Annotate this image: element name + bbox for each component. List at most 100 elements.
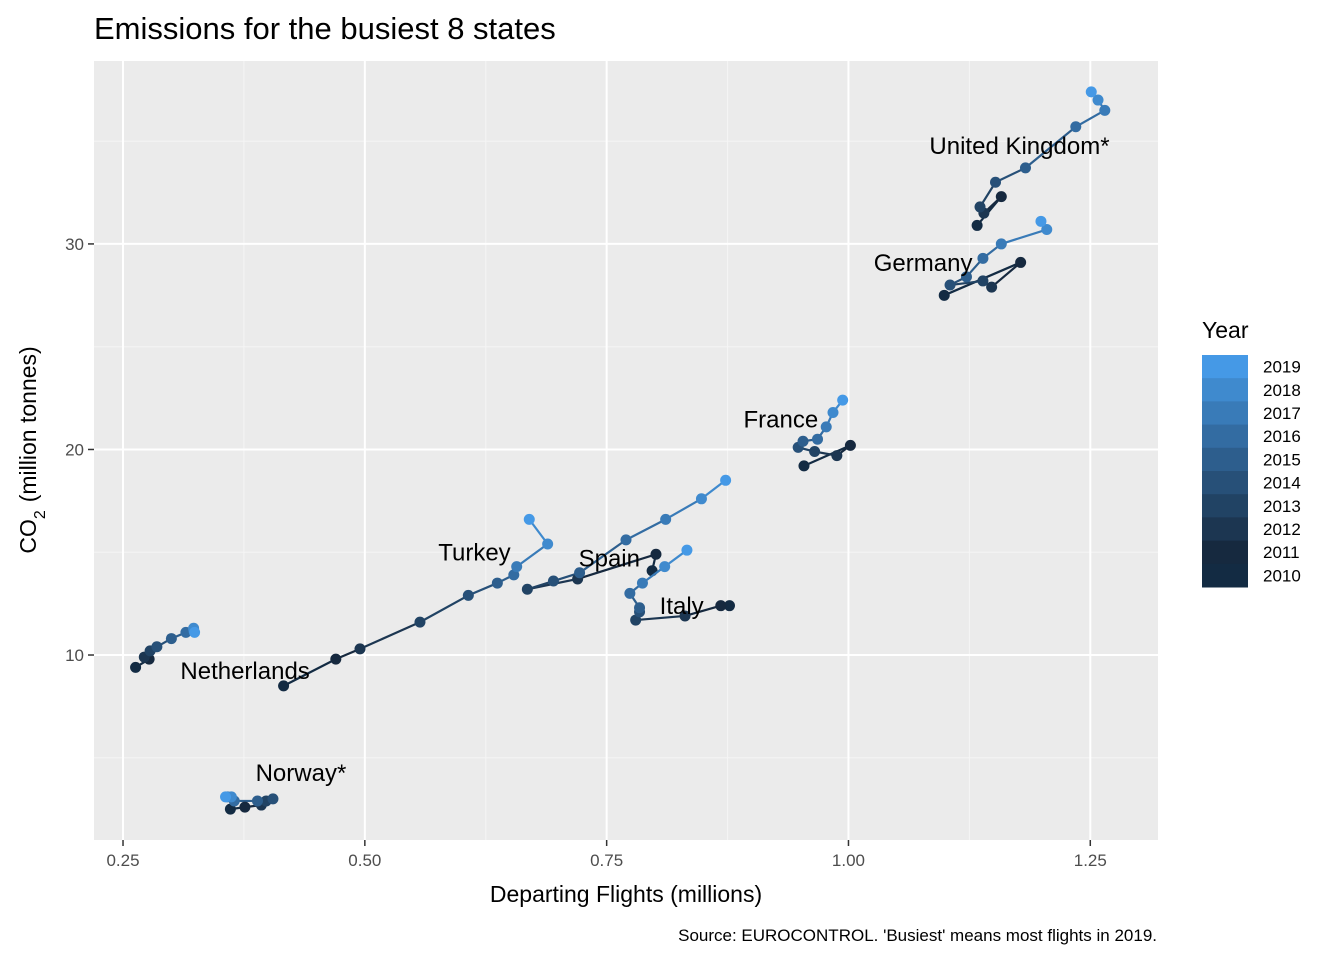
data-point [624,587,636,599]
legend-swatch [1202,401,1248,426]
data-point [660,513,672,525]
state-label-turkey: Turkey [438,540,510,567]
legend-swatch [1202,424,1248,449]
series-segment [634,614,687,622]
data-point [630,614,642,626]
legend: Year 2019 2018 2017 2016 2015 2014 2013 2012 201… [1202,317,1301,588]
state-label-italy: Italy [660,593,704,620]
data-point [462,589,474,601]
series-segment [282,658,337,687]
series-segment [1074,109,1106,128]
state-label-norway: Norway* [256,760,347,787]
data-point [723,600,735,612]
x-tick-label: 0.75 [590,851,623,870]
data-point [809,446,821,458]
chart-title: Emissions for the busiest 8 states [94,11,556,46]
data-point [681,544,693,556]
legend-title: Year [1202,317,1249,343]
y-axis-label: CO2 (million tonnes) [15,346,49,553]
data-point [837,394,849,406]
legend-swatch [1202,494,1248,518]
data-point [977,275,989,287]
y-tick-label: 10 [65,646,84,665]
y-axis-label-rest: (million tonnes) [15,346,41,502]
x-tick-label: 0.50 [348,851,381,870]
y-tick-label: 30 [65,235,84,254]
legend-label: 2010 [1263,566,1301,585]
data-point [679,610,691,622]
legend-label: 2012 [1263,520,1301,539]
data-point [944,279,956,291]
caption: Source: EUROCONTROL. 'Busiest' means mos… [678,926,1157,945]
series-netherlands [130,622,201,673]
data-point [844,439,856,451]
legend-label: 2017 [1263,404,1301,423]
data-point [812,433,824,445]
data-point [511,561,523,573]
data-point [1070,121,1082,133]
legend-swatch [1202,471,1248,495]
data-point [151,641,163,653]
legend-label: 2013 [1263,497,1301,516]
data-point [1085,86,1097,98]
data-point [523,513,535,525]
axes: 0.25 0.50 0.75 1.00 1.25 10 20 30 [65,235,1107,870]
data-point [986,281,998,293]
series-segment [990,261,1022,289]
series-turkey [278,513,554,692]
legend-label: 2018 [1263,381,1301,400]
legend-label: 2019 [1263,358,1301,377]
data-point [491,577,503,589]
data-point [251,795,263,807]
series-segment [1024,125,1077,169]
series-segment [664,497,703,521]
legend-swatch [1202,563,1248,588]
legend-label: 2015 [1263,450,1301,469]
panel-background [94,61,1158,840]
legend-label: 2011 [1263,543,1300,562]
legend-label: 2014 [1263,474,1301,493]
x-tick-label: 1.00 [832,851,865,870]
data-point [831,450,843,462]
data-point [938,289,950,301]
series-segment [578,538,628,574]
data-point [165,633,177,645]
legend-swatch [1202,540,1248,565]
series-segment [1000,228,1048,246]
data-point [636,577,648,589]
data-point [650,548,662,560]
data-point [542,538,554,550]
data-point [547,575,559,587]
data-point [278,680,290,692]
data-point [720,474,732,486]
y-axis-label-sub: 2 [32,510,49,519]
series-segment [358,621,422,650]
series-segment [624,518,667,542]
data-point [414,616,426,628]
y-axis-label-main: CO [15,519,41,554]
data-point [715,600,727,612]
data-point [989,176,1001,188]
data-point [330,653,342,665]
data-point [239,801,251,813]
legend-swatch [1202,355,1248,379]
data-point [695,493,707,505]
data-point [659,561,671,573]
state-label-united-kingdom: United Kingdom* [929,133,1109,160]
x-tick-label: 0.25 [106,851,139,870]
data-point [267,793,279,805]
series-united-kingdom [971,86,1111,231]
legend-swatch [1202,517,1248,542]
data-point [797,435,809,447]
series-italy [624,544,735,626]
data-point [971,219,983,231]
series-segment [418,594,470,624]
series-segment [515,542,549,568]
series-germany [938,215,1053,301]
series-segment [948,279,985,287]
data-point [1015,256,1027,268]
state-label-germany: Germany [874,250,973,277]
series-norway [220,791,279,815]
data-point [354,643,366,655]
